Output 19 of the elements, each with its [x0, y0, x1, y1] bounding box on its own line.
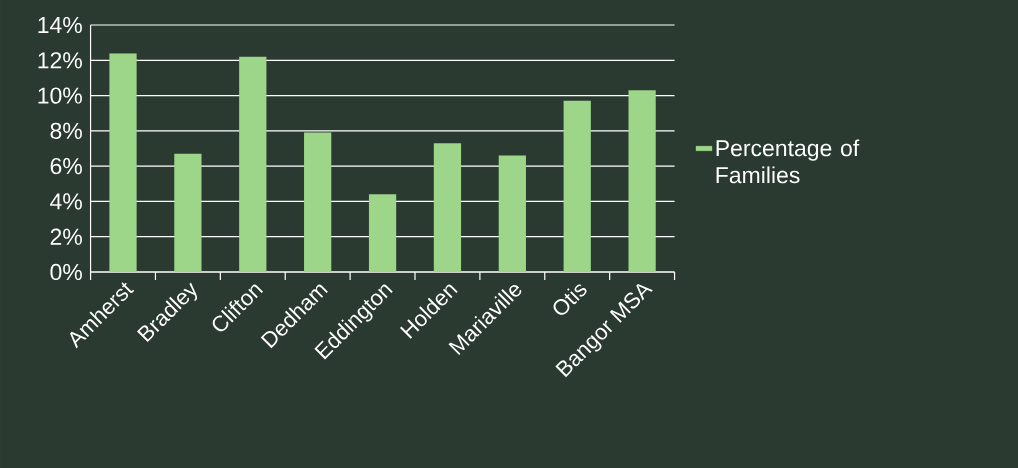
bar — [628, 90, 656, 272]
x-tick-label: Otis — [553, 284, 587, 315]
bar — [174, 153, 202, 272]
y-tick-label: 0% — [50, 263, 82, 281]
bar — [239, 56, 267, 272]
y-tick-label: 4% — [50, 193, 82, 210]
legend-label: Percentage of Families — [716, 139, 860, 184]
y-tick-label: 12% — [38, 52, 82, 69]
bar — [433, 143, 462, 272]
y-tick-label: 2% — [50, 228, 82, 245]
bar — [498, 155, 526, 272]
y-tick-label: 10% — [38, 87, 82, 104]
y-tick-label: 14% — [38, 16, 82, 34]
y-tick-label: 6% — [50, 157, 82, 175]
bar — [109, 53, 137, 272]
bar — [368, 194, 397, 272]
bar — [304, 132, 332, 272]
bar — [563, 100, 591, 272]
y-tick-label: 8% — [50, 122, 82, 139]
